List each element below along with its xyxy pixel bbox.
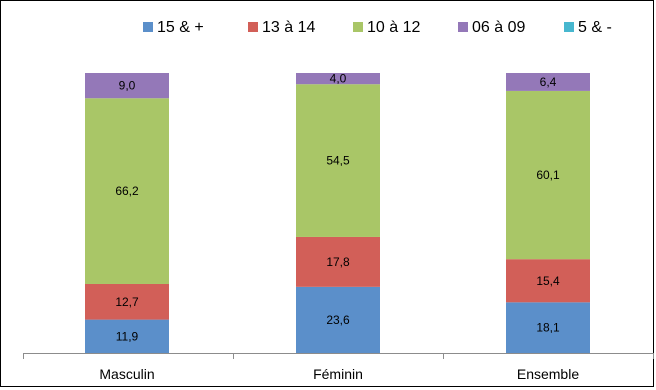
legend-swatch-10-a-12 <box>353 22 363 32</box>
x-tick-label-masculin: Masculin <box>99 366 154 382</box>
legend-label-5: 5 & - <box>578 19 612 36</box>
bar-segment-masculin-10-a-12 <box>85 98 169 284</box>
bars: 11,9 12,7 66,2 9,0 23,6 17,8 54,5 4,0 18,1 15,4 60… <box>85 72 590 353</box>
legend-label-15: 15 & + <box>157 19 204 36</box>
data-label-feminin-06-a-09: 4,0 <box>330 72 347 86</box>
data-label-feminin-13-a-14: 17,8 <box>326 255 350 269</box>
legend-label-13-a-14: 13 à 14 <box>262 19 315 36</box>
data-label-ensemble-15: 18,1 <box>536 321 560 335</box>
bar-segment-ensemble-10-a-12 <box>506 90 590 260</box>
bar-segment-feminin-13-a-14 <box>296 236 380 287</box>
bar-segment-masculin-13-a-14 <box>85 283 169 320</box>
bar-segment-masculin-06-a-09 <box>85 73 169 99</box>
data-label-feminin-10-a-12: 54,5 <box>326 154 350 168</box>
data-label-ensemble-10-a-12: 60,1 <box>536 168 560 182</box>
data-label-feminin-15: 23,6 <box>326 313 350 327</box>
bar-segment-ensemble-06-a-09 <box>506 73 590 91</box>
bar-segment-ensemble-13-a-14 <box>506 259 590 303</box>
legend-swatch-5 <box>564 22 574 32</box>
legend-label-10-a-12: 10 à 12 <box>367 19 420 36</box>
data-label-masculin-15: 11,9 <box>116 329 139 343</box>
x-axis: Masculin Féminin Ensemble <box>23 353 654 382</box>
legend-label-06-a-09: 06 à 09 <box>472 19 525 36</box>
bar-segment-feminin-15 <box>296 286 380 353</box>
x-tick-label-feminin: Féminin <box>313 366 363 382</box>
legend-swatch-06-a-09 <box>458 22 468 32</box>
legend-swatch-13-a-14 <box>248 22 258 32</box>
x-tick-label-ensemble: Ensemble <box>517 366 579 382</box>
bar-segment-masculin-15 <box>85 319 169 353</box>
data-label-masculin-13-a-14: 12,7 <box>115 295 139 309</box>
data-label-masculin-10-a-12: 66,2 <box>115 184 139 198</box>
data-label-masculin-06-a-09: 9,0 <box>119 79 136 93</box>
bar-segment-feminin-10-a-12 <box>296 84 380 237</box>
legend: 15 & + 13 à 14 10 à 12 06 à 09 5 & - <box>143 19 612 36</box>
bar-segment-feminin-06-a-09 <box>296 73 380 85</box>
data-label-ensemble-06-a-09: 6,4 <box>540 75 557 89</box>
data-label-ensemble-13-a-14: 15,4 <box>536 274 560 288</box>
legend-swatch-15 <box>143 22 153 32</box>
bar-segment-ensemble-15 <box>506 302 590 353</box>
